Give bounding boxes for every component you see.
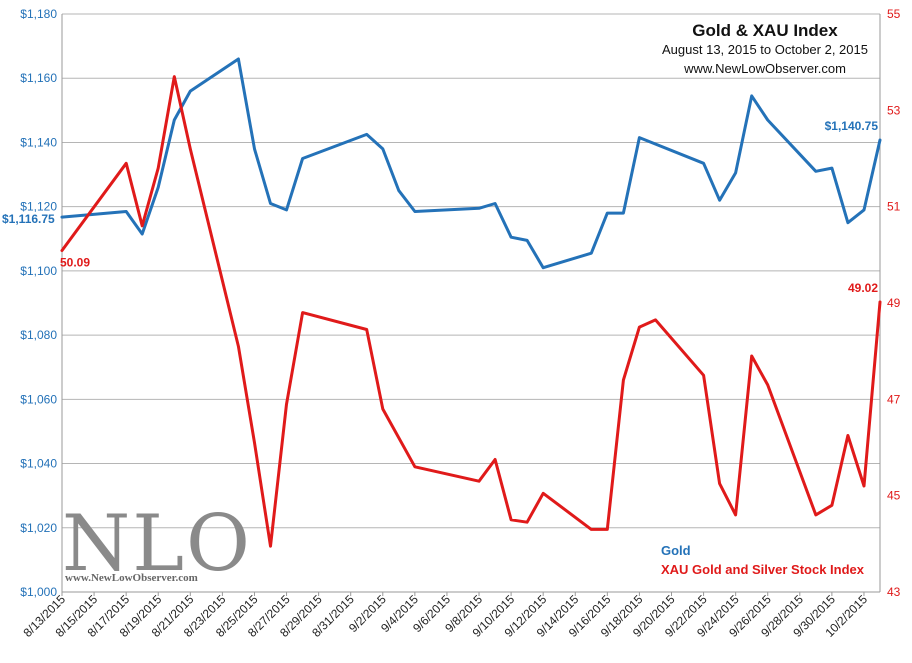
chart-source: www.NewLowObserver.com xyxy=(683,61,846,76)
right-tick-label: 47 xyxy=(887,392,901,406)
left-tick-label: $1,140 xyxy=(20,135,57,149)
nlo-logo: NLO www.NewLowObserver.com xyxy=(62,499,252,589)
xau-series-line xyxy=(60,75,882,548)
left-tick-label: $1,080 xyxy=(20,328,57,342)
chart-title: Gold & XAU Index xyxy=(692,21,838,40)
right-tick-label: 45 xyxy=(887,489,901,503)
right-tick-label: 53 xyxy=(887,103,901,117)
legend: Gold XAU Gold and Silver Stock Index xyxy=(661,543,865,577)
grid-lines xyxy=(62,13,880,593)
logo-subtext: www.NewLowObserver.com xyxy=(65,572,198,584)
gold-series-line xyxy=(60,57,882,270)
left-axis-ticks: $1,000 $1,020 $1,040 $1,060 $1,080 $1,100 $1,1… xyxy=(20,7,57,599)
x-axis-ticks: 8/13/20158/15/20158/17/20158/19/20158/21… xyxy=(20,592,870,640)
right-axis-ticks: 43 45 47 49 51 53 55 xyxy=(887,7,901,599)
right-tick-label: 55 xyxy=(887,7,901,21)
left-tick-label: $1,180 xyxy=(20,7,57,21)
legend-xau: XAU Gold and Silver Stock Index xyxy=(661,562,865,577)
logo-text: NLO xyxy=(62,499,252,589)
right-tick-label: 49 xyxy=(887,296,901,310)
chart-title-block: Gold & XAU Index August 13, 2015 to Octo… xyxy=(662,21,868,76)
left-tick-label: $1,060 xyxy=(20,392,57,406)
legend-gold: Gold xyxy=(661,543,691,558)
xau-end-label: 49.02 xyxy=(848,281,878,295)
right-tick-label: 43 xyxy=(887,585,901,599)
chart-subtitle: August 13, 2015 to October 2, 2015 xyxy=(662,42,868,57)
left-tick-label: $1,120 xyxy=(20,200,57,214)
series-value-labels: $1,116.75 $1,140.75 50.09 49.02 xyxy=(2,119,878,295)
left-tick-label: $1,040 xyxy=(20,457,57,471)
gold-start-label: $1,116.75 xyxy=(2,212,55,226)
xau-start-label: 50.09 xyxy=(60,255,90,269)
left-tick-label: $1,020 xyxy=(20,521,57,535)
left-tick-label: $1,100 xyxy=(20,264,57,278)
gold-end-label: $1,140.75 xyxy=(825,119,879,133)
right-tick-label: 51 xyxy=(887,200,901,214)
left-tick-label: $1,000 xyxy=(20,585,57,599)
left-tick-label: $1,160 xyxy=(20,71,57,85)
series-lines xyxy=(60,57,882,548)
